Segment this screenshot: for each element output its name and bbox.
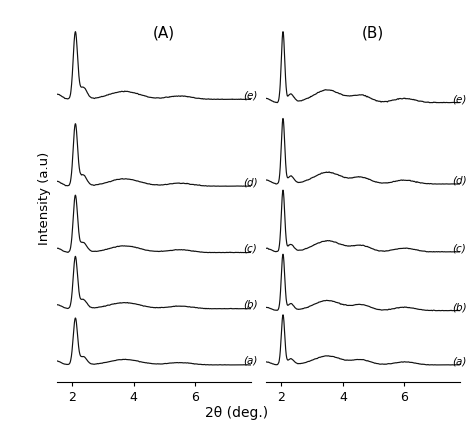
Text: (d): (d) — [243, 177, 257, 187]
Text: (b): (b) — [452, 302, 467, 312]
Text: (c): (c) — [243, 243, 256, 254]
Text: (A): (A) — [152, 26, 174, 41]
Text: (c): (c) — [452, 243, 466, 253]
Text: (B): (B) — [362, 26, 384, 41]
Text: (e): (e) — [452, 94, 466, 104]
Text: (d): (d) — [452, 176, 467, 185]
Y-axis label: Intensity (a.u): Intensity (a.u) — [38, 152, 51, 245]
Text: (a): (a) — [243, 356, 257, 366]
Text: (e): (e) — [243, 90, 257, 100]
Text: (b): (b) — [243, 300, 257, 310]
Text: 2θ (deg.): 2θ (deg.) — [205, 406, 269, 420]
Text: (a): (a) — [452, 356, 466, 366]
